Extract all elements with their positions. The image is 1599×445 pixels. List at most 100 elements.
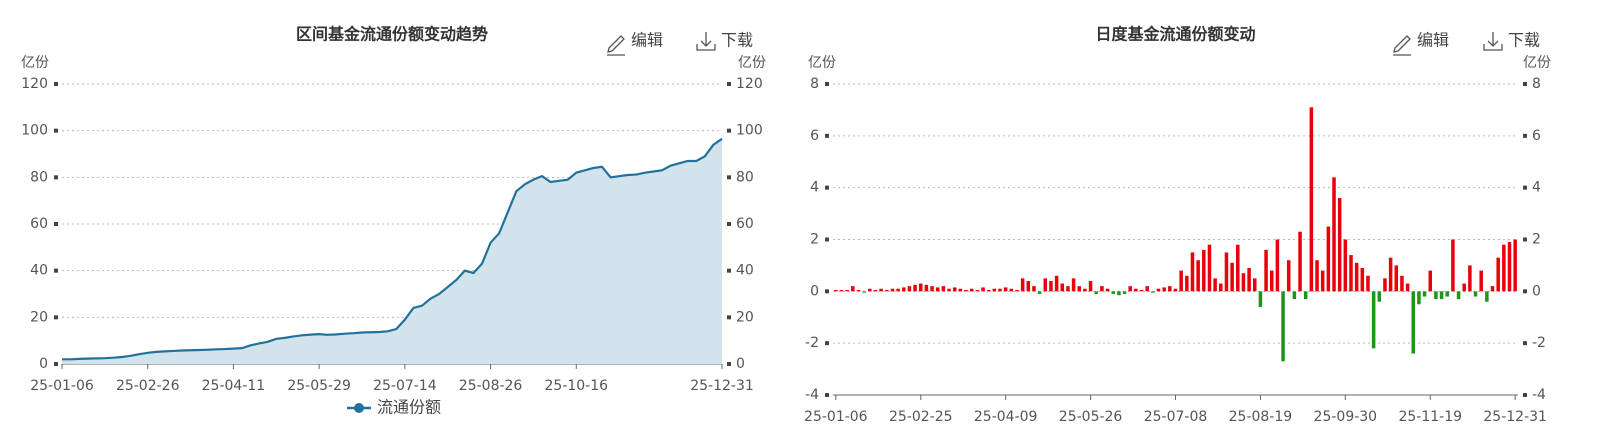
bar: [1037, 291, 1042, 294]
y-tick-label-right: 20: [736, 309, 754, 325]
bar: [1003, 287, 1008, 292]
bar: [1428, 270, 1433, 292]
bar: [969, 288, 974, 292]
bar: [935, 287, 940, 292]
bar: [896, 288, 900, 292]
y-tick-label: -4: [805, 387, 819, 403]
bar: [1168, 286, 1172, 292]
y-tick-label: 8: [810, 76, 819, 92]
x-tick-label: 25-01-06: [30, 378, 94, 394]
x-tick-label: 25-04-11: [202, 378, 266, 394]
bar: [1190, 252, 1195, 292]
bar: [975, 290, 980, 292]
y-tick-mark: [54, 362, 58, 366]
y-tick-label-right: 4: [1532, 180, 1541, 196]
bar: [1315, 260, 1319, 292]
chart-title: 区间基金流通份额变动趋势: [296, 25, 488, 44]
x-tick-label: 25-02-25: [889, 409, 953, 425]
y-tick-label-right: 100: [736, 123, 763, 139]
bar: [1213, 278, 1217, 292]
edit-icon: [607, 35, 625, 56]
y-tick-mark-right: [1523, 393, 1527, 397]
bar: [1496, 257, 1500, 292]
bar: [1134, 288, 1138, 292]
bar: [1202, 249, 1206, 292]
bar: [1456, 291, 1461, 300]
y-tick-label: 6: [810, 128, 819, 144]
y-tick-label-right: 8: [1532, 76, 1541, 92]
x-tick-label: 25-07-14: [373, 378, 437, 394]
bar: [958, 288, 963, 292]
chart-title: 日度基金流通份额变动: [1095, 25, 1255, 44]
bar: [1281, 291, 1285, 362]
download-icon: [1483, 32, 1503, 51]
bar: [1360, 268, 1365, 292]
bar: [1145, 286, 1149, 292]
bar: [834, 290, 838, 292]
y-tick-mark: [825, 185, 829, 190]
y-tick-mark-right: [1523, 82, 1527, 86]
bar: [952, 287, 957, 292]
y-tick-label: -2: [805, 335, 819, 351]
x-tick-label: 25-05-26: [1059, 409, 1123, 425]
bar: [873, 290, 878, 292]
bar: [851, 286, 855, 292]
bar: [1400, 275, 1404, 292]
bar: [1434, 291, 1438, 300]
bar: [1117, 291, 1121, 296]
bar: [1468, 265, 1472, 292]
bar: [1173, 288, 1178, 292]
bar: [1298, 231, 1302, 292]
y-unit-label: 亿份: [21, 55, 49, 71]
x-tick-label: 25-09-30: [1314, 409, 1378, 425]
bar: [1303, 291, 1308, 300]
bar: [1156, 288, 1161, 292]
bar: [992, 288, 997, 292]
bar: [1139, 290, 1144, 292]
y-tick-mark-right: [727, 175, 731, 180]
toolbar-button[interactable]: 编辑: [1417, 31, 1449, 50]
y-tick-label-right: 120: [736, 76, 763, 92]
bar: [1100, 286, 1104, 292]
bar: [918, 283, 923, 292]
bar: [1258, 291, 1263, 307]
bar: [1417, 291, 1421, 305]
bar: [1292, 291, 1297, 300]
bar: [1422, 291, 1427, 297]
toolbar-button[interactable]: 编辑: [631, 31, 663, 50]
bar: [868, 288, 872, 292]
bar: [1326, 226, 1331, 292]
y-tick-mark: [54, 175, 58, 180]
y-tick-label-right: -4: [1532, 387, 1546, 403]
x-tick-label: 25-04-09: [974, 409, 1038, 425]
bar: [986, 290, 991, 292]
bar: [1320, 270, 1325, 292]
toolbar-button[interactable]: 下载: [1508, 31, 1540, 50]
x-tick-label: 25-08-19: [1229, 409, 1293, 425]
bar: [1366, 275, 1370, 292]
bar: [890, 288, 895, 292]
y-tick-mark-right: [1523, 185, 1527, 190]
bar: [902, 287, 906, 292]
y-tick-label: 2: [810, 232, 819, 248]
bar: [1151, 291, 1155, 293]
bar: [1247, 268, 1251, 292]
y-tick-mark: [54, 268, 58, 273]
bar: [1230, 262, 1234, 292]
x-tick-label: 25-07-08: [1144, 409, 1208, 425]
bar: [1020, 278, 1025, 292]
y-tick-label: 60: [30, 216, 48, 232]
bar: [1490, 286, 1495, 292]
bar: [1105, 288, 1110, 292]
x-tick-label: 25-05-29: [287, 378, 351, 394]
bar: [1207, 244, 1212, 292]
bar: [1309, 107, 1314, 292]
legend-label[interactable]: 流通份额: [377, 398, 441, 417]
y-tick-label-right: 40: [736, 263, 754, 279]
bar: [1286, 260, 1291, 292]
x-tick-label: 25-11-19: [1398, 409, 1462, 425]
bar: [1026, 280, 1031, 292]
y-tick-label-right: 80: [736, 169, 754, 185]
bar: [1122, 291, 1127, 294]
toolbar-button[interactable]: 下载: [721, 31, 753, 50]
